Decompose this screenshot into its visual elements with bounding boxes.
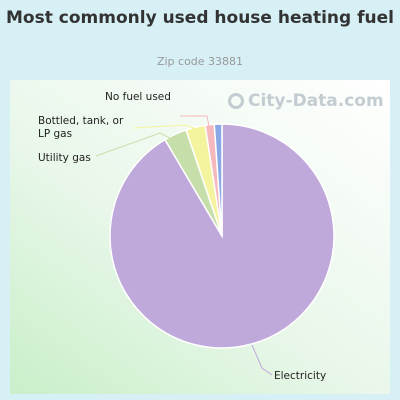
- leader-line-no-fuel-used: [180, 115, 210, 127]
- slice-label-no-fuel-used: No fuel used: [105, 91, 171, 103]
- slice-label-bottled-tank-or-lp-gas: Bottled, tank, or LP gas: [38, 115, 124, 140]
- leader-line-utility-gas: [95, 132, 181, 157]
- chart-subtitle: Zip code 33881: [156, 55, 244, 68]
- pie-slice-other: [213, 123, 223, 237]
- watermark-text: City-Data.com: [248, 91, 384, 111]
- slice-label-utility-gas: Utility gas: [38, 152, 91, 164]
- slice-label-electricity: Electricity: [274, 370, 326, 382]
- leader-line-electricity: [251, 344, 273, 376]
- city-data-logo-icon: [228, 93, 244, 109]
- watermark: City-Data.com: [228, 91, 384, 111]
- leader-line-bottled-tank-or-lp-gas: [133, 124, 199, 131]
- chart-title: Most commonly used house heating fuel: [6, 8, 394, 28]
